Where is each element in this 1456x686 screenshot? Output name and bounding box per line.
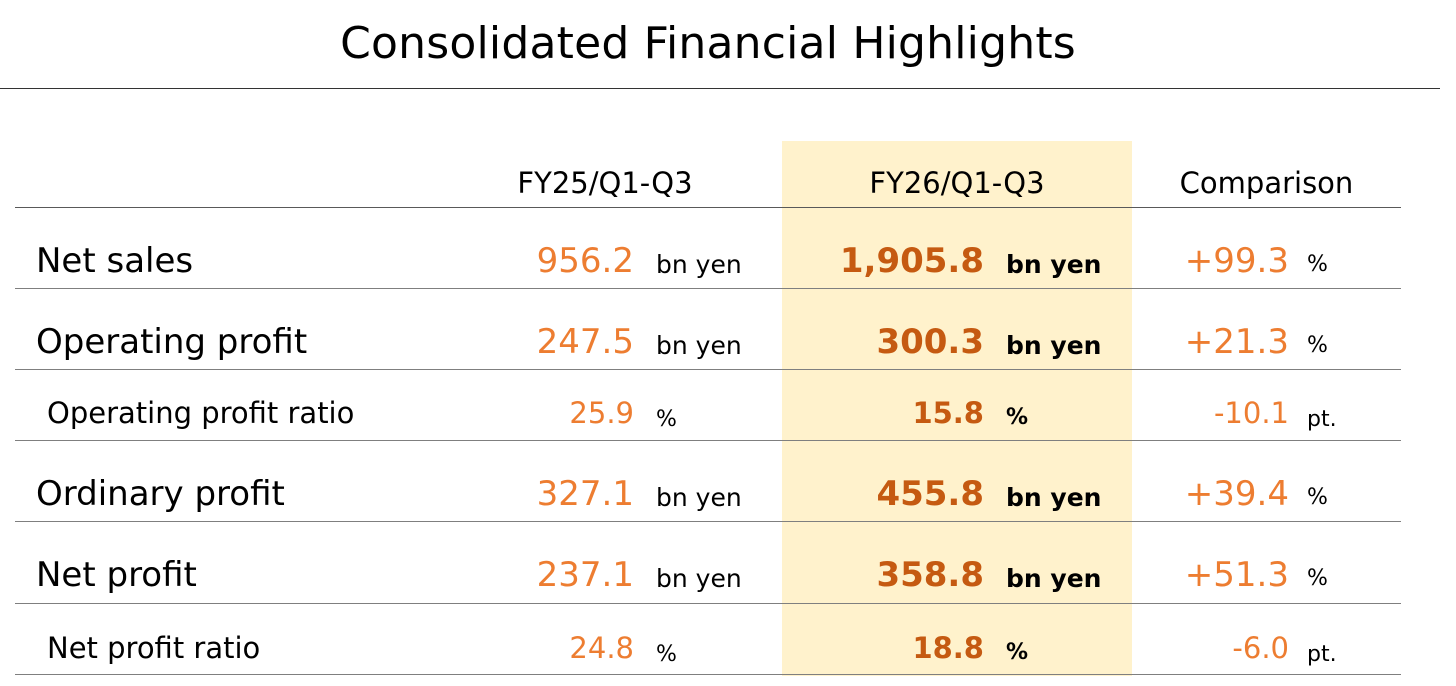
curr-unit: bn yen	[1006, 331, 1102, 360]
table-row: Net profit ratio 24.8 % 18.8 % -6.0 pt.	[15, 604, 1401, 675]
comparison-value: -6.0	[1232, 631, 1289, 665]
comparison-value: +99.3	[1184, 241, 1289, 281]
column-header-curr: FY26/Q1-Q3	[869, 166, 1045, 200]
curr-value: 15.8	[912, 396, 984, 430]
curr-unit: bn yen	[1006, 564, 1102, 593]
comparison-unit: %	[1307, 485, 1328, 510]
column-header-prev: FY25/Q1-Q3	[517, 166, 693, 200]
curr-value: 18.8	[912, 631, 984, 665]
curr-unit: bn yen	[1006, 250, 1102, 279]
curr-unit: %	[1006, 640, 1029, 665]
curr-value: 1,905.8	[839, 241, 984, 281]
page-title: Consolidated Financial Highlights	[340, 18, 1076, 69]
row-label: Net profit ratio	[47, 631, 261, 665]
table-row: Net sales 956.2 bn yen 1,905.8 bn yen +9…	[15, 208, 1401, 289]
prev-unit: bn yen	[656, 564, 742, 593]
column-header-comparison: Comparison	[1179, 166, 1354, 200]
comparison-value: +21.3	[1184, 322, 1289, 362]
prev-unit: %	[656, 642, 677, 667]
prev-value: 956.2	[536, 241, 634, 281]
comparison-value: -10.1	[1213, 396, 1289, 430]
comparison-unit: %	[1307, 566, 1328, 591]
prev-value: 247.5	[536, 322, 634, 362]
prev-value: 25.9	[569, 396, 634, 430]
table-row: Operating profit ratio 25.9 % 15.8 % -10…	[15, 370, 1401, 441]
prev-value: 237.1	[536, 555, 634, 595]
row-label: Net profit	[36, 555, 197, 595]
table-row: Net profit 237.1 bn yen 358.8 bn yen +51…	[15, 522, 1401, 604]
prev-unit: bn yen	[656, 331, 742, 360]
current-period-highlight	[782, 141, 1132, 676]
curr-unit: %	[1006, 405, 1029, 430]
table-row: Operating profit 247.5 bn yen 300.3 bn y…	[15, 289, 1401, 370]
prev-unit: bn yen	[656, 483, 742, 512]
comparison-unit: pt.	[1307, 407, 1337, 432]
header-divider	[15, 207, 1401, 208]
row-label: Ordinary profit	[36, 474, 285, 514]
title-divider	[0, 88, 1440, 89]
row-label: Net sales	[36, 241, 194, 281]
comparison-unit: pt.	[1307, 642, 1337, 667]
table-row: Ordinary profit 327.1 bn yen 455.8 bn ye…	[15, 441, 1401, 522]
curr-unit: bn yen	[1006, 483, 1102, 512]
comparison-value: +39.4	[1184, 474, 1289, 514]
prev-value: 327.1	[536, 474, 634, 514]
comparison-unit: %	[1307, 252, 1328, 277]
prev-unit: %	[656, 407, 677, 432]
curr-value: 455.8	[876, 474, 984, 514]
prev-unit: bn yen	[656, 250, 742, 279]
row-label: Operating profit	[36, 322, 308, 362]
comparison-value: +51.3	[1184, 555, 1289, 595]
row-label: Operating profit ratio	[47, 396, 355, 430]
curr-value: 300.3	[876, 322, 984, 362]
prev-value: 24.8	[569, 631, 634, 665]
curr-value: 358.8	[876, 555, 984, 595]
comparison-unit: %	[1307, 333, 1328, 358]
